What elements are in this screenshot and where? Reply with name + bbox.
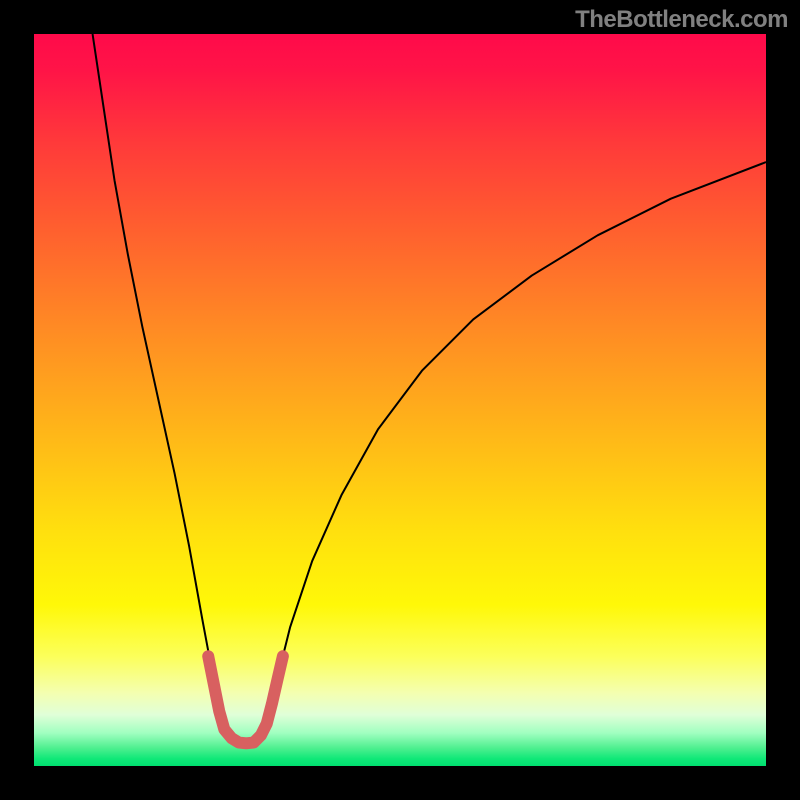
- plot-svg: [34, 34, 766, 766]
- chart-container: TheBottleneck.com: [0, 0, 800, 800]
- plot-area: [34, 34, 766, 766]
- watermark-text: TheBottleneck.com: [575, 6, 788, 34]
